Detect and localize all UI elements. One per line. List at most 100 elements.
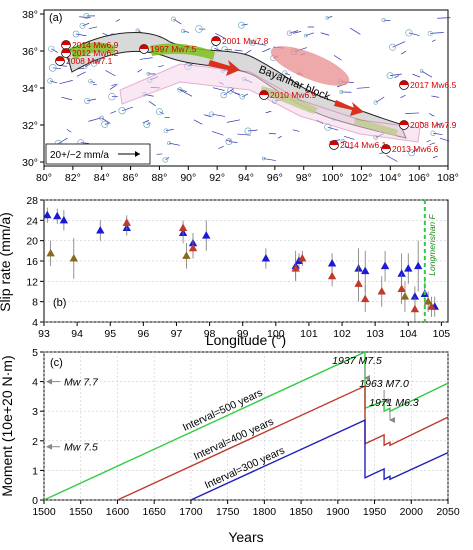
gps-site bbox=[143, 121, 151, 128]
velocity-vector bbox=[389, 73, 402, 76]
x-tick-label: 1900 bbox=[326, 506, 350, 518]
velocity-vector bbox=[411, 148, 418, 154]
velocity-vector bbox=[218, 145, 224, 149]
velocity-vector bbox=[392, 41, 406, 48]
map-x-tick-label: 80° bbox=[36, 172, 52, 184]
velocity-vector bbox=[61, 96, 73, 101]
velocity-vector bbox=[412, 73, 421, 78]
gps-site bbox=[220, 91, 227, 99]
velocity-vector bbox=[146, 122, 151, 125]
gps-site bbox=[146, 72, 150, 76]
data-point-red-triangle bbox=[298, 253, 307, 262]
x-tick-label: 1750 bbox=[216, 506, 240, 518]
gps-site bbox=[430, 130, 436, 136]
velocity-vector bbox=[84, 63, 90, 68]
map-y-tick-label: 30° bbox=[22, 157, 38, 169]
y-tick-label: 2 bbox=[32, 436, 38, 448]
data-point-blue-triangle bbox=[261, 253, 271, 262]
velocity-vector bbox=[226, 119, 241, 123]
gps-site bbox=[304, 33, 308, 38]
y-tick-label: 0 bbox=[32, 495, 38, 507]
data-point-blue-triangle bbox=[380, 261, 390, 270]
velocity-vector bbox=[193, 119, 203, 125]
velocity-vector bbox=[52, 67, 62, 70]
x-tick-label: 1850 bbox=[289, 506, 313, 518]
motion-arrow bbox=[208, 60, 240, 76]
velocity-vector bbox=[293, 31, 302, 34]
map-x-tick-label: 100° bbox=[322, 172, 344, 184]
gps-site bbox=[381, 18, 386, 23]
gps-site bbox=[177, 87, 183, 93]
data-point-red-triangle bbox=[397, 284, 406, 292]
gps-site bbox=[427, 30, 433, 36]
map-x-tick-label: 108° bbox=[437, 172, 459, 184]
velocity-vector bbox=[234, 49, 243, 52]
velocity-vector bbox=[82, 22, 90, 27]
y-tick-label: 16 bbox=[26, 256, 38, 268]
x-tick-label: 1550 bbox=[69, 506, 93, 518]
data-point-red-triangle bbox=[377, 287, 386, 295]
grid-b bbox=[44, 199, 448, 323]
gps-site bbox=[170, 16, 176, 22]
velocity-vector bbox=[79, 16, 91, 19]
gps-site bbox=[209, 111, 215, 117]
velocity-vector bbox=[139, 57, 153, 60]
x-tick-label: 1600 bbox=[106, 506, 130, 518]
y-tick-label: 12 bbox=[26, 276, 38, 288]
x-tick-label: 97 bbox=[171, 328, 183, 340]
velocity-vector bbox=[426, 140, 431, 143]
velocity-vector bbox=[165, 157, 170, 161]
y-tick-label: 5 bbox=[32, 347, 38, 359]
gps-site bbox=[239, 94, 245, 100]
velocity-vector bbox=[105, 70, 116, 77]
beachball-icon bbox=[211, 36, 221, 41]
earthquake-label: 2014 Mw6.9 bbox=[72, 40, 119, 50]
velocity-vector bbox=[394, 75, 400, 79]
data-point-red-triangle bbox=[354, 279, 363, 287]
event-label: 1963 M7.0 bbox=[359, 378, 409, 390]
data-point-red-triangle bbox=[410, 304, 420, 313]
data-point-red-triangle bbox=[427, 302, 436, 310]
gps-site bbox=[339, 90, 344, 94]
velocity-vector bbox=[204, 114, 211, 117]
event-label: 1937 M7.5 bbox=[332, 355, 382, 367]
map-x-tick-label: 96° bbox=[267, 172, 283, 184]
data-point-blue-triangle bbox=[59, 215, 69, 224]
y-tick-label: 24 bbox=[26, 215, 38, 227]
beachball-icon bbox=[381, 144, 391, 149]
velocity-vector bbox=[247, 129, 258, 132]
panel-a-map: Bayanhar block (a) 20+/−2 mm/a 2014 Mw6.… bbox=[22, 9, 459, 184]
reference-label: Mw 7.7 bbox=[64, 377, 99, 389]
y-tick-label: 8 bbox=[32, 297, 38, 309]
velocity-vector bbox=[334, 55, 342, 61]
velocity-vector bbox=[419, 121, 424, 125]
event-annotations: 1937 M7.5 1963 M7.0 1971 M6.3 bbox=[332, 355, 419, 423]
gps-site bbox=[386, 72, 394, 79]
velocity-vector bbox=[269, 132, 277, 135]
velocity-vector bbox=[94, 59, 102, 64]
x-label-b: Longitude (°) bbox=[206, 332, 286, 348]
x-tick-label: 1800 bbox=[253, 506, 277, 518]
beachball-icon bbox=[399, 80, 409, 85]
velocity-vector bbox=[212, 87, 225, 91]
velocity-vector bbox=[110, 110, 117, 114]
gps-site bbox=[225, 138, 233, 145]
data-point-blue-triangle bbox=[397, 269, 406, 277]
velocity-vector bbox=[158, 65, 164, 68]
scale-arrowhead bbox=[135, 151, 140, 157]
velocity-vector bbox=[343, 135, 355, 140]
velocity-vector bbox=[277, 135, 282, 139]
x-tick-label: 1650 bbox=[143, 506, 167, 518]
map-x-tick-label: 86° bbox=[123, 172, 139, 184]
x-tick-label: 99 bbox=[237, 328, 249, 340]
y-tick-label: 20 bbox=[26, 236, 38, 248]
velocity-vector bbox=[400, 94, 406, 99]
velocity-vector bbox=[173, 18, 182, 25]
data-point-olive-triangle bbox=[423, 297, 433, 305]
x-tick-label: 104 bbox=[399, 328, 417, 340]
beachball-icon bbox=[61, 40, 71, 45]
x-tick-label: 95 bbox=[104, 328, 116, 340]
velocity-vector bbox=[215, 33, 225, 39]
earthquake-label: 2017 Mw6.5 bbox=[410, 80, 457, 90]
